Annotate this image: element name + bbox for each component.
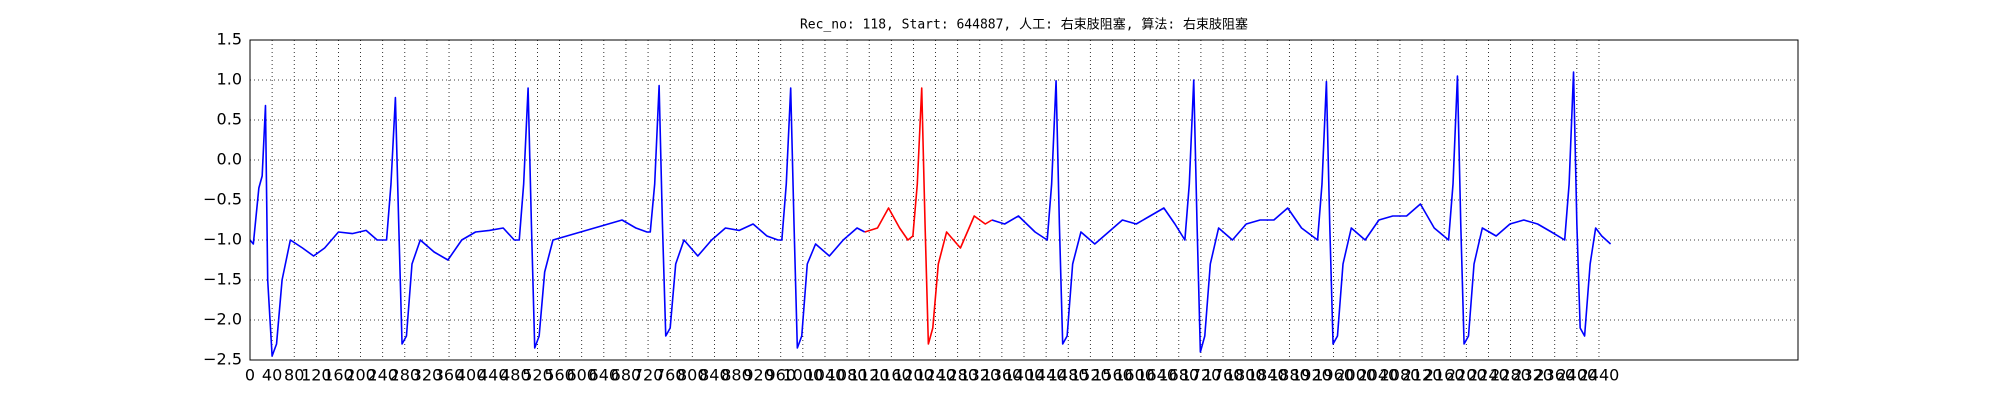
x-tick-label: 600	[566, 366, 597, 385]
y-tick-label: 0.0	[217, 150, 242, 169]
x-tick-label: 2400	[1556, 366, 1597, 385]
x-tick-label: 960	[765, 366, 796, 385]
y-tick-label: 0.5	[217, 110, 242, 129]
x-tick-label: 2440	[1579, 366, 1620, 385]
x-tick-label: 1480	[1048, 366, 1089, 385]
x-tick-label: 1640	[1136, 366, 1177, 385]
x-tick-label: 440	[478, 366, 509, 385]
y-tick-label: 1.5	[217, 30, 242, 49]
x-tick-label: 1200	[893, 366, 934, 385]
x-tick-label: 1800	[1225, 366, 1266, 385]
y-tick-label: −1.0	[203, 230, 242, 249]
x-tick-label: 80	[284, 366, 304, 385]
ecg-line	[249, 71, 1612, 357]
x-tick-label: 1400	[1004, 366, 1045, 385]
x-tick-label: 1080	[827, 366, 868, 385]
x-tick-label: 1240	[915, 366, 956, 385]
x-tick-label: 1320	[959, 366, 1000, 385]
chart-title: Rec_no: 118, Start: 644887, 人工: 右束肢阻塞, 算…	[800, 17, 1248, 33]
x-tick-label: 760	[655, 366, 686, 385]
x-tick-label: 1280	[937, 366, 978, 385]
x-tick-label: 1760	[1203, 366, 1244, 385]
x-tick-label: 1880	[1269, 366, 1310, 385]
axes-frame	[249, 39, 1799, 361]
x-tick-label: 1160	[871, 366, 912, 385]
x-tick-label: 1600	[1114, 366, 1155, 385]
x-tick-label: 2080	[1380, 366, 1421, 385]
y-tick-label: −0.5	[203, 190, 242, 209]
x-tick-label: 1440	[1026, 366, 1067, 385]
x-tick-label: 320	[412, 366, 443, 385]
x-tick-label: 40	[262, 366, 282, 385]
x-tick-label: 360	[434, 366, 465, 385]
x-tick-label: 1520	[1070, 366, 1111, 385]
x-tick-label: 1840	[1247, 366, 1288, 385]
x-tick-label: 1680	[1158, 366, 1199, 385]
x-tick-label: 400	[456, 366, 487, 385]
x-tick-label: 560	[544, 366, 575, 385]
ecg-line	[864, 87, 993, 345]
x-tick-label: 2200	[1446, 366, 1487, 385]
x-tick-label: 1040	[805, 366, 846, 385]
x-tick-label: 1000	[782, 366, 823, 385]
x-tick-label: 160	[323, 366, 354, 385]
x-tick-label: 1560	[1092, 366, 1133, 385]
y-tick-label: 1.0	[217, 70, 242, 89]
x-tick-label: 280	[390, 366, 421, 385]
x-tick-label: 720	[633, 366, 664, 385]
x-tick-label: 680	[611, 366, 642, 385]
x-tick-label: 920	[743, 366, 774, 385]
x-tick-label: 0	[245, 366, 255, 385]
x-tick-label: 120	[301, 366, 332, 385]
x-tick-label: 1720	[1181, 366, 1222, 385]
y-tick-label: −2.5	[203, 350, 242, 369]
y-tick-label: −2.0	[203, 310, 242, 329]
x-tick-label: 2280	[1490, 366, 1531, 385]
x-tick-label: 200	[345, 366, 376, 385]
x-tick-label: 880	[721, 366, 752, 385]
x-tick-label: 520	[522, 366, 553, 385]
x-tick-label: 1960	[1313, 366, 1354, 385]
x-tick-label: 800	[677, 366, 708, 385]
x-tick-label: 2240	[1468, 366, 1509, 385]
x-tick-label: 2000	[1335, 366, 1376, 385]
y-tick-label: −1.5	[203, 270, 242, 289]
x-tick-label: 1120	[849, 366, 890, 385]
x-tick-label: 640	[589, 366, 620, 385]
x-tick-label: 2120	[1402, 366, 1443, 385]
x-tick-label: 2360	[1534, 366, 1575, 385]
x-tick-label: 1920	[1291, 366, 1332, 385]
x-tick-label: 240	[367, 366, 398, 385]
x-tick-label: 840	[699, 366, 730, 385]
x-tick-label: 2160	[1424, 366, 1465, 385]
x-tick-label: 1360	[982, 366, 1023, 385]
x-tick-label: 2320	[1512, 366, 1553, 385]
x-tick-label: 2040	[1357, 366, 1398, 385]
x-tick-label: 480	[500, 366, 531, 385]
